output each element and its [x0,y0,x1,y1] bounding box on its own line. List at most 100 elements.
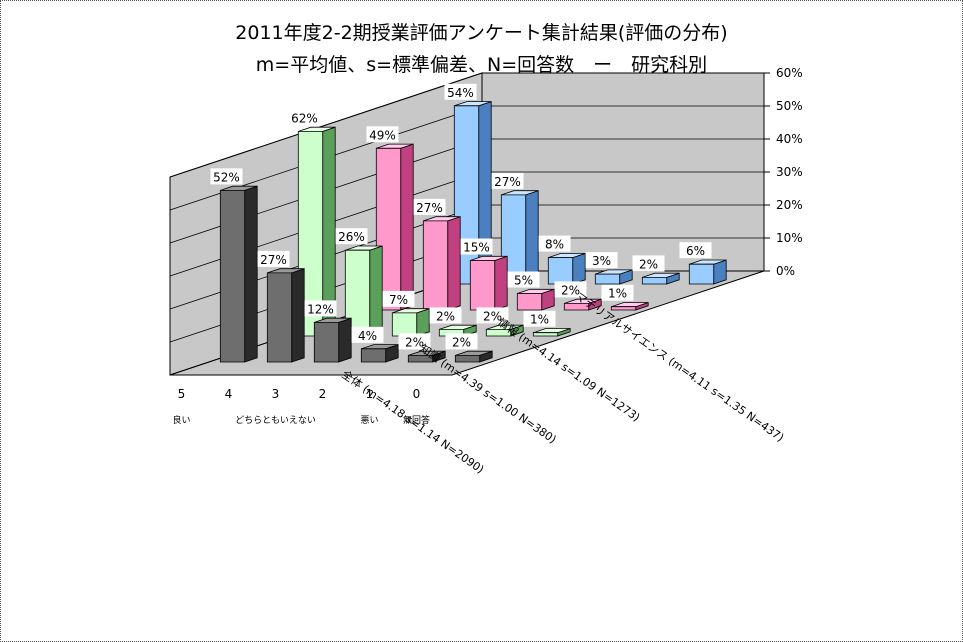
data-label-bg [351,326,384,343]
bar-side [338,317,352,363]
y-tick-label: 0% [776,264,795,278]
data-label: 4% [358,329,377,343]
bar-side [416,308,430,337]
data-label: 26% [338,230,365,244]
data-label-bg [210,168,243,185]
data-label: 2% [405,335,424,349]
bar-front [391,312,418,337]
data-label-bg [382,290,415,307]
bar-0-1 [266,268,305,363]
x-tick-label: 1 [366,387,374,401]
data-label: 49% [369,128,396,142]
data-label-bg [429,307,462,324]
bar-1-4 [485,324,524,337]
bar-front [641,276,668,285]
bar-front [594,273,621,285]
data-label: 1% [608,287,627,301]
y-tick-label: 50% [776,99,803,113]
bar-side [369,245,383,337]
bar-1-1 [344,245,383,337]
data-label-bg [632,255,665,272]
bar-front [313,321,340,363]
data-label-bg [288,109,321,126]
x-tick-sublabel: 悪い [360,415,378,426]
x-tick-sublabel: 良い [172,414,190,426]
bar-side [244,185,258,363]
data-label: 1% [530,313,549,327]
data-label-bg [476,307,509,324]
gridline [169,72,764,178]
bar-3-3 [594,269,633,285]
data-label-bg [601,284,634,301]
bar-2-4 [563,298,602,311]
data-label: 2% [561,283,580,297]
bar-2-3 [516,288,555,311]
data-label: 2% [483,309,502,323]
series-label: マテリアルサイエンス (m=4.11 s=1.35 N=437) [573,290,786,445]
y-tick-label: 20% [776,198,803,212]
bar-front [407,354,434,363]
bar-side [572,252,586,285]
bar-front [610,306,637,311]
bar-front [485,328,512,337]
y-tick-label: 40% [776,132,803,146]
data-label-bg [679,242,712,259]
y-tick-label: 60% [776,66,803,80]
data-label: 62% [291,111,318,125]
bar-side [400,143,414,311]
data-label-bg [507,271,540,288]
x-tick-label: 0 [413,387,421,401]
data-label: 2% [436,309,455,323]
x-tick-label: 5 [178,387,186,401]
bar-side [291,268,305,363]
data-label-bg [366,126,399,143]
data-label: 27% [416,201,443,215]
data-label-bg [445,333,478,350]
chart-title: 2011年度2-2期授業評価アンケート集計結果(評価の分布) [235,22,728,44]
data-label-bg [491,172,524,189]
data-label: 54% [447,86,474,100]
data-label-bg [460,238,493,255]
data-label: 6% [686,244,705,258]
data-label-bg [538,235,571,252]
data-label-bg [585,252,618,269]
data-label: 3% [592,254,611,268]
x-tick-sublabel: 無回答 [403,414,430,426]
data-label-bg [554,281,587,298]
bar-2-1 [422,216,461,311]
bar-front [422,220,449,311]
bar-3-4 [641,272,680,285]
bar-0-2 [313,317,352,363]
bar-0-4 [407,350,446,363]
data-label-bg [257,250,290,267]
data-label-bg [444,83,477,100]
bar-front [360,348,387,363]
bar-side [447,216,461,311]
bar-0-3 [360,344,399,363]
data-label: 12% [307,302,334,316]
x-tick-label: 4 [225,387,233,401]
bar-front [469,260,496,311]
data-label: 15% [463,241,490,255]
bar-side [525,190,539,285]
data-label: 7% [389,293,408,307]
bar-front [532,332,559,337]
chart-subtitle: m=平均値、s=標準偏差、N=回答数 ー 研究科別 [255,54,708,76]
y-tick-label: 30% [776,165,803,179]
data-label: 5% [514,274,533,288]
data-label: 52% [213,170,240,184]
bar-front [219,189,246,363]
bar-side [494,255,508,311]
y-tick-label: 10% [776,231,803,245]
data-label: 8% [545,238,564,252]
bar-front [563,302,590,311]
bar-front [516,293,543,311]
data-label-bg [523,310,556,327]
data-label: 2% [452,335,471,349]
bar-2-2 [469,255,508,311]
data-label-bg [335,228,368,245]
data-label-bg [304,300,337,317]
data-label: 2% [639,257,658,271]
bar-front [454,354,481,363]
